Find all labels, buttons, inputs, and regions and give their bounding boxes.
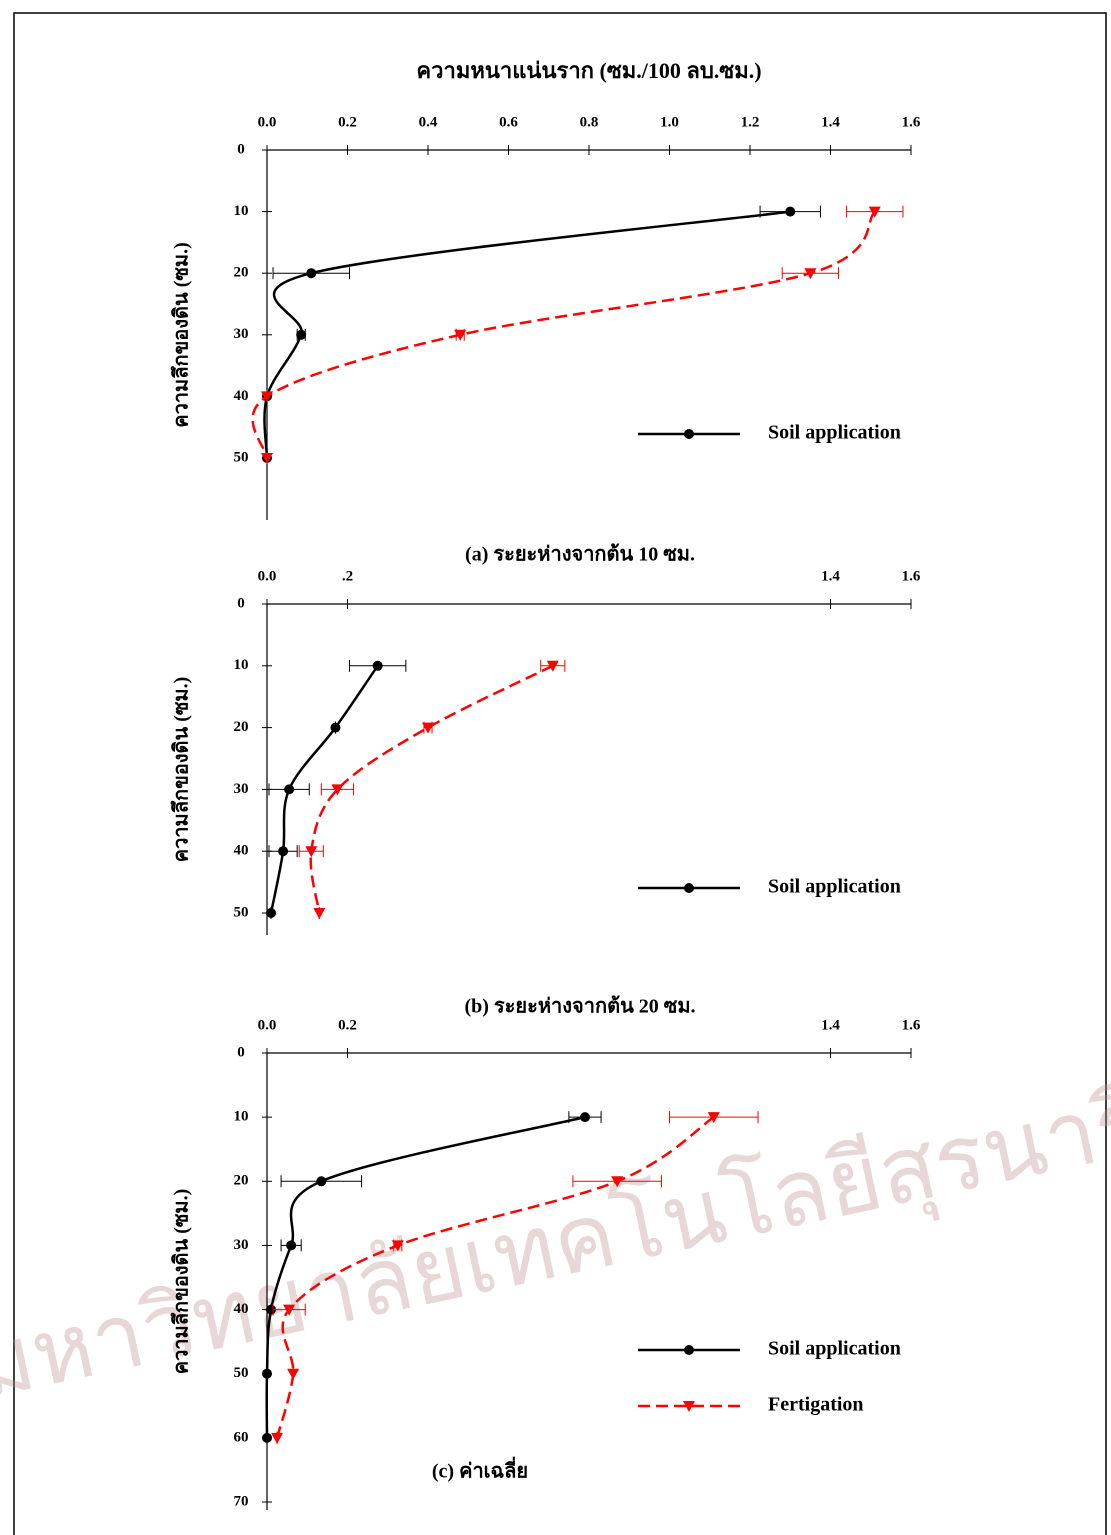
y-tick-label: 10 <box>234 657 249 673</box>
chart-caption: (a) ระยะห่างจากต้น 10 ซม. <box>465 543 695 566</box>
y-tick-label: 10 <box>234 203 249 219</box>
page: มหาวิทยาลัยเทคโนโลยีสุรนารี ความหนาแน่นร… <box>0 0 1111 1535</box>
y-axis-label: ความลึกของดิน (ซม.) <box>171 1189 193 1375</box>
chart: 0.0 .2 1.4 1.6 0 10 20 30 40 50 ความลึกของดิน (ซม.… <box>171 568 921 1017</box>
legend-label: Soil application <box>768 876 901 898</box>
legend-label: Soil application <box>768 1338 901 1360</box>
y-tick-label: 20 <box>234 265 249 281</box>
x-tick-label: 1.4 <box>821 114 840 130</box>
x-tick-label: .2 <box>342 568 353 584</box>
legend-marker <box>684 429 694 439</box>
legend-label: Soil application <box>768 422 901 444</box>
data-point <box>266 908 276 918</box>
y-tick-label: 70 <box>234 1493 249 1509</box>
y-tick-label: 20 <box>234 1173 249 1189</box>
data-point <box>373 661 383 671</box>
x-tick-label: 0.6 <box>499 114 518 130</box>
data-point <box>296 330 306 340</box>
x-tick-label: 1.6 <box>902 568 921 584</box>
data-point <box>316 1176 326 1186</box>
chart: ความหนาแน่นราก (ซม./100 ลบ.ซม.) 0.0 0.2 0.4… <box>171 58 921 566</box>
data-point <box>306 268 316 278</box>
x-tick-label: 1.0 <box>660 114 679 130</box>
y-tick-label: 0 <box>237 1044 245 1060</box>
y-tick-label: 30 <box>234 1237 249 1253</box>
data-point <box>271 1433 283 1444</box>
x-tick-label: 0.0 <box>258 114 277 130</box>
x-tick-label: 1.6 <box>902 1017 921 1033</box>
watermark: มหาวิทยาลัยเทคโนโลยีสุรนารี <box>0 1067 1111 1423</box>
data-point <box>262 1369 272 1379</box>
y-tick-label: 30 <box>234 326 249 342</box>
x-tick-label: 0.2 <box>338 114 357 130</box>
chart-title: ความหนาแน่นราก (ซม./100 ลบ.ซม.) <box>416 58 761 83</box>
y-tick-label: 60 <box>234 1429 249 1445</box>
series-line <box>264 212 790 458</box>
x-tick-label: 1.4 <box>821 1017 840 1033</box>
chart-caption: (c) ค่าเฉลี่ย <box>432 1456 528 1483</box>
x-tick-label: 1.2 <box>741 114 760 130</box>
legend-marker <box>684 883 694 893</box>
data-point <box>262 1433 272 1443</box>
y-tick-label: 10 <box>234 1109 249 1125</box>
data-point <box>286 1240 296 1250</box>
data-point <box>313 908 325 919</box>
y-tick-label: 30 <box>234 781 249 797</box>
x-tick-label: 0.2 <box>338 1017 357 1033</box>
data-point <box>284 784 294 794</box>
data-point <box>287 1369 299 1380</box>
y-axis-label: ความลึกของดิน (ซม.) <box>171 242 193 428</box>
y-tick-label: 50 <box>234 449 249 465</box>
data-point <box>330 723 340 733</box>
x-tick-label: 1.6 <box>902 114 921 130</box>
data-point <box>278 846 288 856</box>
y-tick-label: 40 <box>234 1301 249 1317</box>
y-tick-label: 0 <box>237 141 245 157</box>
y-axis-label: ความลึกของดิน (ซม.) <box>171 677 193 863</box>
legend-marker <box>684 1345 694 1355</box>
y-tick-label: 50 <box>234 1365 249 1381</box>
y-tick-label: 20 <box>234 719 249 735</box>
data-point <box>580 1112 590 1122</box>
x-tick-label: 1.4 <box>821 568 840 584</box>
y-tick-label: 40 <box>234 843 249 859</box>
x-tick-label: 0.8 <box>580 114 599 130</box>
x-tick-label: 0.0 <box>258 1017 277 1033</box>
chart-caption: (b) ระยะห่างจากต้น 20 ซม. <box>464 995 695 1018</box>
x-tick-label: 0.4 <box>419 114 438 130</box>
x-tick-label: 0.0 <box>258 568 277 584</box>
y-tick-label: 50 <box>234 904 249 920</box>
legend-label: Fertigation <box>768 1394 864 1416</box>
y-tick-label: 0 <box>237 595 245 611</box>
y-tick-label: 40 <box>234 388 249 404</box>
data-point <box>785 207 795 217</box>
